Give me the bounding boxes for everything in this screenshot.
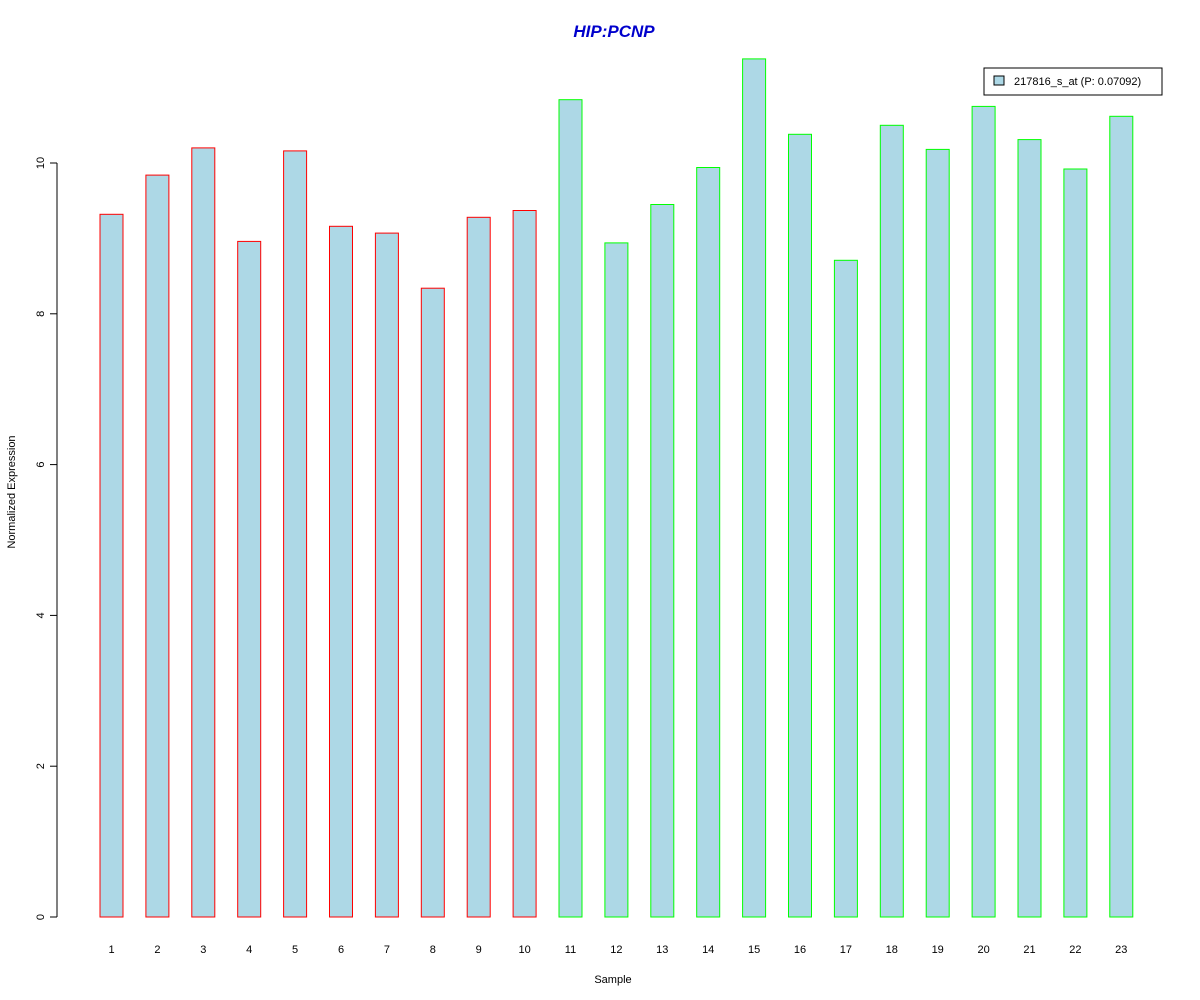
x-axis-label: Sample: [594, 974, 631, 986]
bar-sample-14: [696, 167, 721, 918]
x-tick-label: 16: [794, 944, 806, 956]
y-tick-label: 8: [35, 311, 47, 317]
x-tick-label: 13: [656, 944, 668, 956]
bar-sample-11: [558, 99, 583, 918]
x-tick-label: 7: [384, 944, 390, 956]
x-tick-label: 17: [840, 944, 852, 956]
x-tick-label: 4: [246, 944, 252, 956]
bar-sample-23: [1109, 115, 1134, 918]
bar-sample-17: [833, 259, 858, 918]
x-tick-label: 3: [200, 944, 206, 956]
legend-box: [983, 67, 1163, 96]
x-tick-label: 6: [338, 944, 344, 956]
bar-sample-16: [788, 133, 812, 918]
bar-sample-18: [879, 124, 904, 918]
bar-sample-8: [420, 287, 445, 918]
bar-sample-6: [329, 225, 353, 918]
bar-sample-3: [191, 147, 216, 918]
bar-sample-15: [742, 58, 767, 918]
bar-sample-12: [604, 242, 629, 918]
bar-sample-5: [283, 150, 308, 918]
legend-swatch: [993, 75, 1005, 86]
legend: 217816_s_at (P: 0.07092): [983, 67, 1163, 96]
legend-label: 217816_s_at (P: 0.07092): [1014, 76, 1141, 88]
x-tick-label: 12: [610, 944, 622, 956]
bar-sample-4: [237, 240, 262, 918]
bar-sample-7: [374, 232, 399, 918]
x-tick-label: 8: [430, 944, 436, 956]
x-tick-label: 18: [886, 944, 898, 956]
bar-sample-10: [512, 210, 537, 918]
y-axis-label: Normalized Expression: [6, 435, 18, 548]
x-tick-label: 2: [154, 944, 160, 956]
y-tick-label: 4: [35, 612, 47, 618]
bars-group: [99, 58, 1134, 918]
y-tick-label: 6: [35, 462, 47, 468]
y-tick-label: 0: [35, 914, 47, 920]
bar-sample-22: [1063, 168, 1088, 918]
y-axis: 0 2 4 6 8 10: [35, 157, 58, 920]
bar-sample-20: [971, 105, 996, 918]
bar-sample-9: [466, 216, 491, 918]
x-tick-label: 23: [1115, 944, 1127, 956]
bar-sample-1: [99, 213, 124, 918]
x-tick-label: 11: [565, 944, 576, 956]
x-tick-label: 5: [292, 944, 298, 956]
x-tick-label: 20: [977, 944, 989, 956]
x-tick-label: 21: [1023, 944, 1035, 956]
x-tick-label: 15: [748, 944, 760, 956]
y-tick-label: 10: [35, 157, 47, 169]
x-tick-label: 1: [108, 944, 114, 956]
x-tick-label: 9: [476, 944, 482, 956]
chart-title: HIP:PCNP: [573, 22, 655, 41]
x-tick-label: 10: [518, 944, 530, 956]
bar-sample-21: [1017, 139, 1042, 918]
x-axis-labels: 1 2 3 4 5 6 7 8 9 10 11 12 13 14 15 16 17 18 19 20 21 22 23: [108, 944, 1127, 956]
bar-sample-2: [145, 174, 170, 918]
bar-sample-19: [925, 148, 950, 918]
x-tick-label: 19: [932, 944, 944, 956]
x-tick-label: 14: [702, 944, 714, 956]
x-tick-label: 22: [1069, 944, 1081, 956]
bar-sample-13: [650, 204, 675, 918]
y-tick-label: 2: [35, 763, 47, 769]
